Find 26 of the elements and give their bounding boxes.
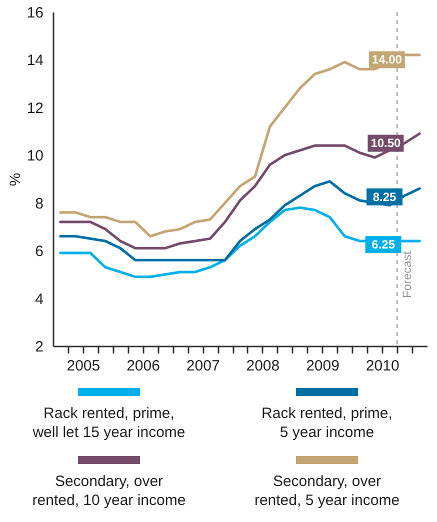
annotation: 6.25 <box>372 238 396 252</box>
y-tick-label: 8 <box>35 195 44 212</box>
x-tick-label: 2005 <box>66 358 100 374</box>
annotation: 14.00 <box>372 52 402 67</box>
annotation: 10.50 <box>370 136 402 150</box>
x-tick-label: 2008 <box>246 358 280 374</box>
y-tick-label: 2 <box>35 338 44 356</box>
y-tick-label: 14 <box>26 52 44 70</box>
x-tick-label: 2006 <box>126 358 160 374</box>
legend-label: Secondary, over rented, 10 year income <box>31 472 187 510</box>
legend-label: Rack rented, prime, well let 15 year income <box>32 404 186 442</box>
y-tick-label: 10 <box>26 148 44 165</box>
x-tick-label: 2009 <box>306 358 340 374</box>
y-tick-label: 12 <box>26 100 44 117</box>
ref-line-label: Forecast <box>400 250 414 298</box>
y-tick-label: 6 <box>35 243 44 260</box>
x-tick-label: 2010 <box>366 358 400 374</box>
line-series <box>59 132 421 250</box>
annotation: 8.25 <box>372 190 397 204</box>
y-axis-title: % <box>6 172 24 186</box>
x-tick-label: 2007 <box>186 358 220 374</box>
y-tick-label: 4 <box>35 290 44 308</box>
legend-label: Rack rented, prime, 5 year income <box>260 404 394 442</box>
legend-label: Secondary, over rented, 5 year income <box>253 472 401 510</box>
y-tick-label: 16 <box>26 4 44 22</box>
line-series <box>59 54 421 238</box>
